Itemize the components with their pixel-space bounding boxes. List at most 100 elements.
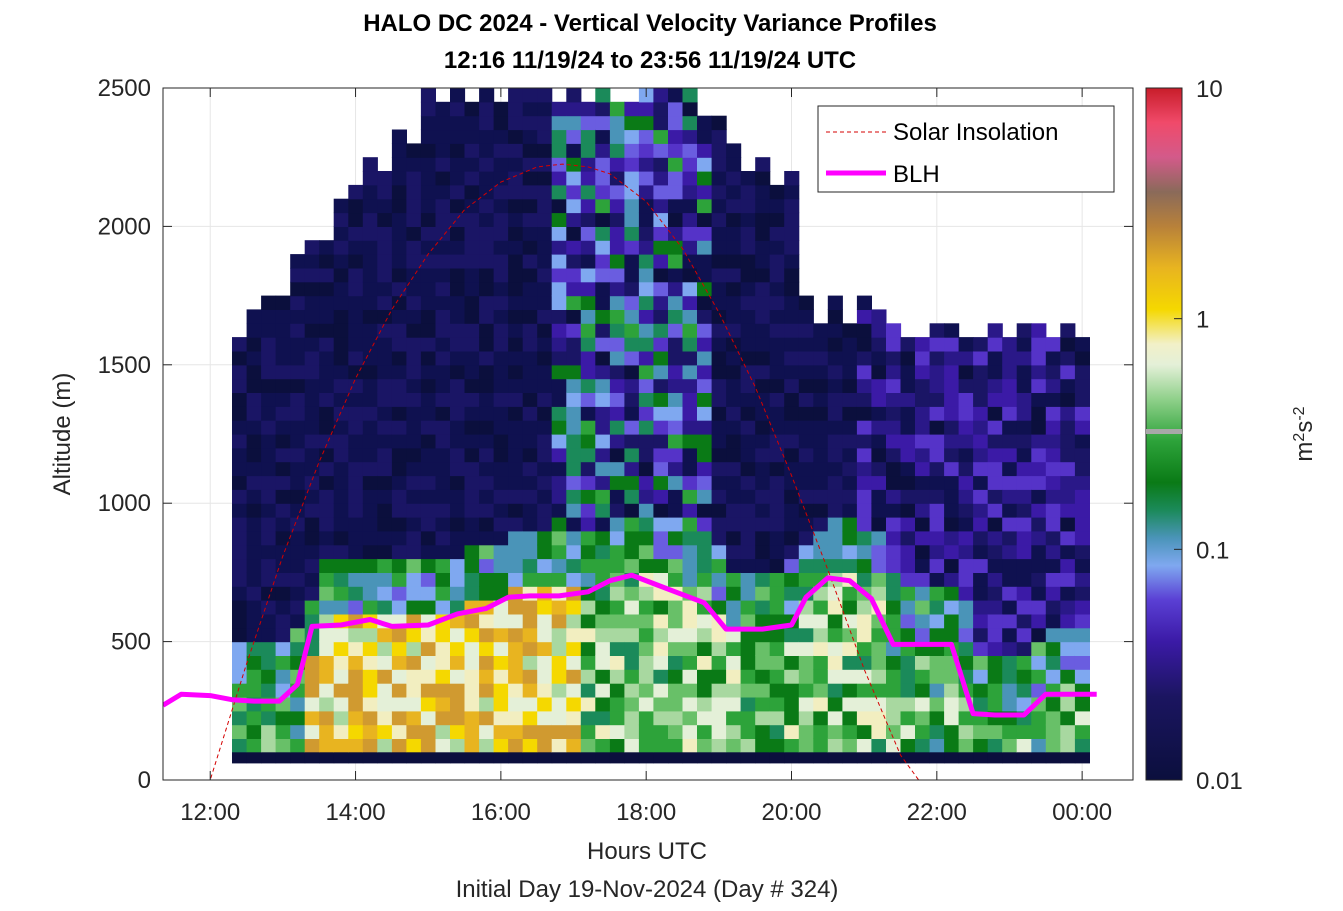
heatmap-cell — [304, 240, 320, 255]
heatmap-cell — [653, 351, 669, 366]
heatmap-cell — [261, 364, 277, 380]
heatmap-cell — [333, 392, 349, 407]
heatmap-cell — [842, 351, 858, 366]
heatmap-cell — [464, 738, 480, 753]
heatmap-cell — [348, 475, 364, 490]
heatmap-cell — [653, 724, 669, 739]
heatmap-cell — [420, 461, 436, 477]
heatmap-cell — [784, 683, 800, 698]
heatmap-cell — [420, 351, 436, 366]
heatmap-cell — [580, 157, 596, 172]
heatmap-cell — [987, 752, 1003, 764]
heatmap-cell — [377, 752, 393, 764]
heatmap-cell — [479, 267, 495, 283]
heatmap-cell — [566, 267, 582, 283]
heatmap-cell — [304, 447, 320, 463]
heatmap-cell — [1031, 351, 1047, 366]
heatmap-cell — [275, 586, 291, 601]
heatmap-cell — [856, 530, 872, 546]
heatmap-cell — [638, 710, 654, 726]
heatmap-cell — [682, 544, 698, 560]
heatmap-cell — [1074, 724, 1090, 739]
heatmap-cell — [420, 406, 436, 421]
heatmap-cell — [638, 364, 654, 380]
heatmap-cell — [973, 752, 989, 764]
heatmap-cell — [348, 337, 364, 352]
heatmap-cell — [537, 226, 553, 241]
heatmap-cell — [740, 517, 756, 532]
heatmap-cell — [377, 683, 393, 698]
heatmap-cell — [537, 184, 553, 200]
heatmap-cell — [435, 503, 451, 518]
heatmap-cell — [682, 212, 698, 227]
heatmap-cell — [668, 295, 684, 310]
heatmap-cell — [348, 420, 364, 435]
heatmap-cell — [275, 337, 291, 352]
heatmap-cell — [944, 613, 960, 629]
heatmap-cell — [668, 724, 684, 739]
heatmap-cell — [479, 88, 495, 103]
heatmap-cell — [420, 184, 436, 200]
heatmap-cell — [668, 198, 684, 214]
heatmap-cell — [668, 184, 684, 200]
heatmap-cell — [900, 364, 916, 380]
heatmap-cell — [522, 115, 538, 131]
heatmap-cell — [973, 378, 989, 393]
heatmap-cell — [551, 323, 567, 338]
heatmap-cell — [697, 738, 713, 753]
heatmap-cell — [377, 198, 393, 214]
heatmap-cell — [493, 530, 509, 546]
heatmap-cell — [406, 323, 422, 338]
heatmap-cell — [813, 710, 829, 726]
heatmap-cell — [508, 420, 524, 435]
heatmap-cell — [391, 697, 407, 712]
heatmap-cell — [784, 447, 800, 463]
heatmap-cell — [798, 323, 814, 338]
heatmap-cell — [755, 738, 771, 753]
heatmap-cell — [682, 503, 698, 518]
heatmap-cell — [1074, 558, 1090, 573]
heatmap-cell — [1002, 364, 1018, 380]
heatmap-cell — [551, 115, 567, 131]
heatmap-cell — [275, 655, 291, 670]
heatmap-cell — [1002, 572, 1018, 587]
heatmap-cell — [508, 406, 524, 421]
colorbar-tick-label: 1 — [1196, 307, 1209, 334]
heatmap-cell — [624, 240, 640, 255]
heatmap-cell — [261, 447, 277, 463]
heatmap-cell — [464, 254, 480, 269]
heatmap-cell — [624, 724, 640, 739]
heatmap-cell — [624, 171, 640, 186]
heatmap-cell — [537, 364, 553, 380]
heatmap-cell — [580, 364, 596, 380]
heatmap-cell — [406, 392, 422, 407]
heatmap-cell — [391, 240, 407, 255]
heatmap-cell — [435, 281, 451, 297]
heatmap-cell — [609, 364, 625, 380]
heatmap-cell — [391, 198, 407, 214]
heatmap-cell — [798, 475, 814, 490]
heatmap-cell — [1002, 586, 1018, 601]
heatmap-cell — [479, 364, 495, 380]
heatmap-cell — [668, 503, 684, 518]
heatmap-cell — [769, 655, 785, 670]
heatmap-cell — [246, 447, 262, 463]
heatmap-cell — [1031, 752, 1047, 764]
heatmap-cell — [668, 351, 684, 366]
heatmap-cell — [290, 710, 306, 726]
heatmap-cell — [537, 475, 553, 490]
heatmap-cell — [769, 752, 785, 764]
heatmap-cell — [929, 447, 945, 463]
heatmap-cell — [464, 171, 480, 186]
heatmap-cell — [653, 461, 669, 477]
heatmap-cell — [1045, 517, 1061, 532]
heatmap-cell — [798, 697, 814, 712]
heatmap-cell — [1002, 378, 1018, 393]
heatmap-cell — [1074, 434, 1090, 449]
heatmap-cell — [391, 544, 407, 560]
heatmap-cell — [609, 295, 625, 310]
heatmap-cell — [638, 184, 654, 200]
heatmap-cell — [595, 517, 611, 532]
heatmap-cell — [769, 198, 785, 214]
